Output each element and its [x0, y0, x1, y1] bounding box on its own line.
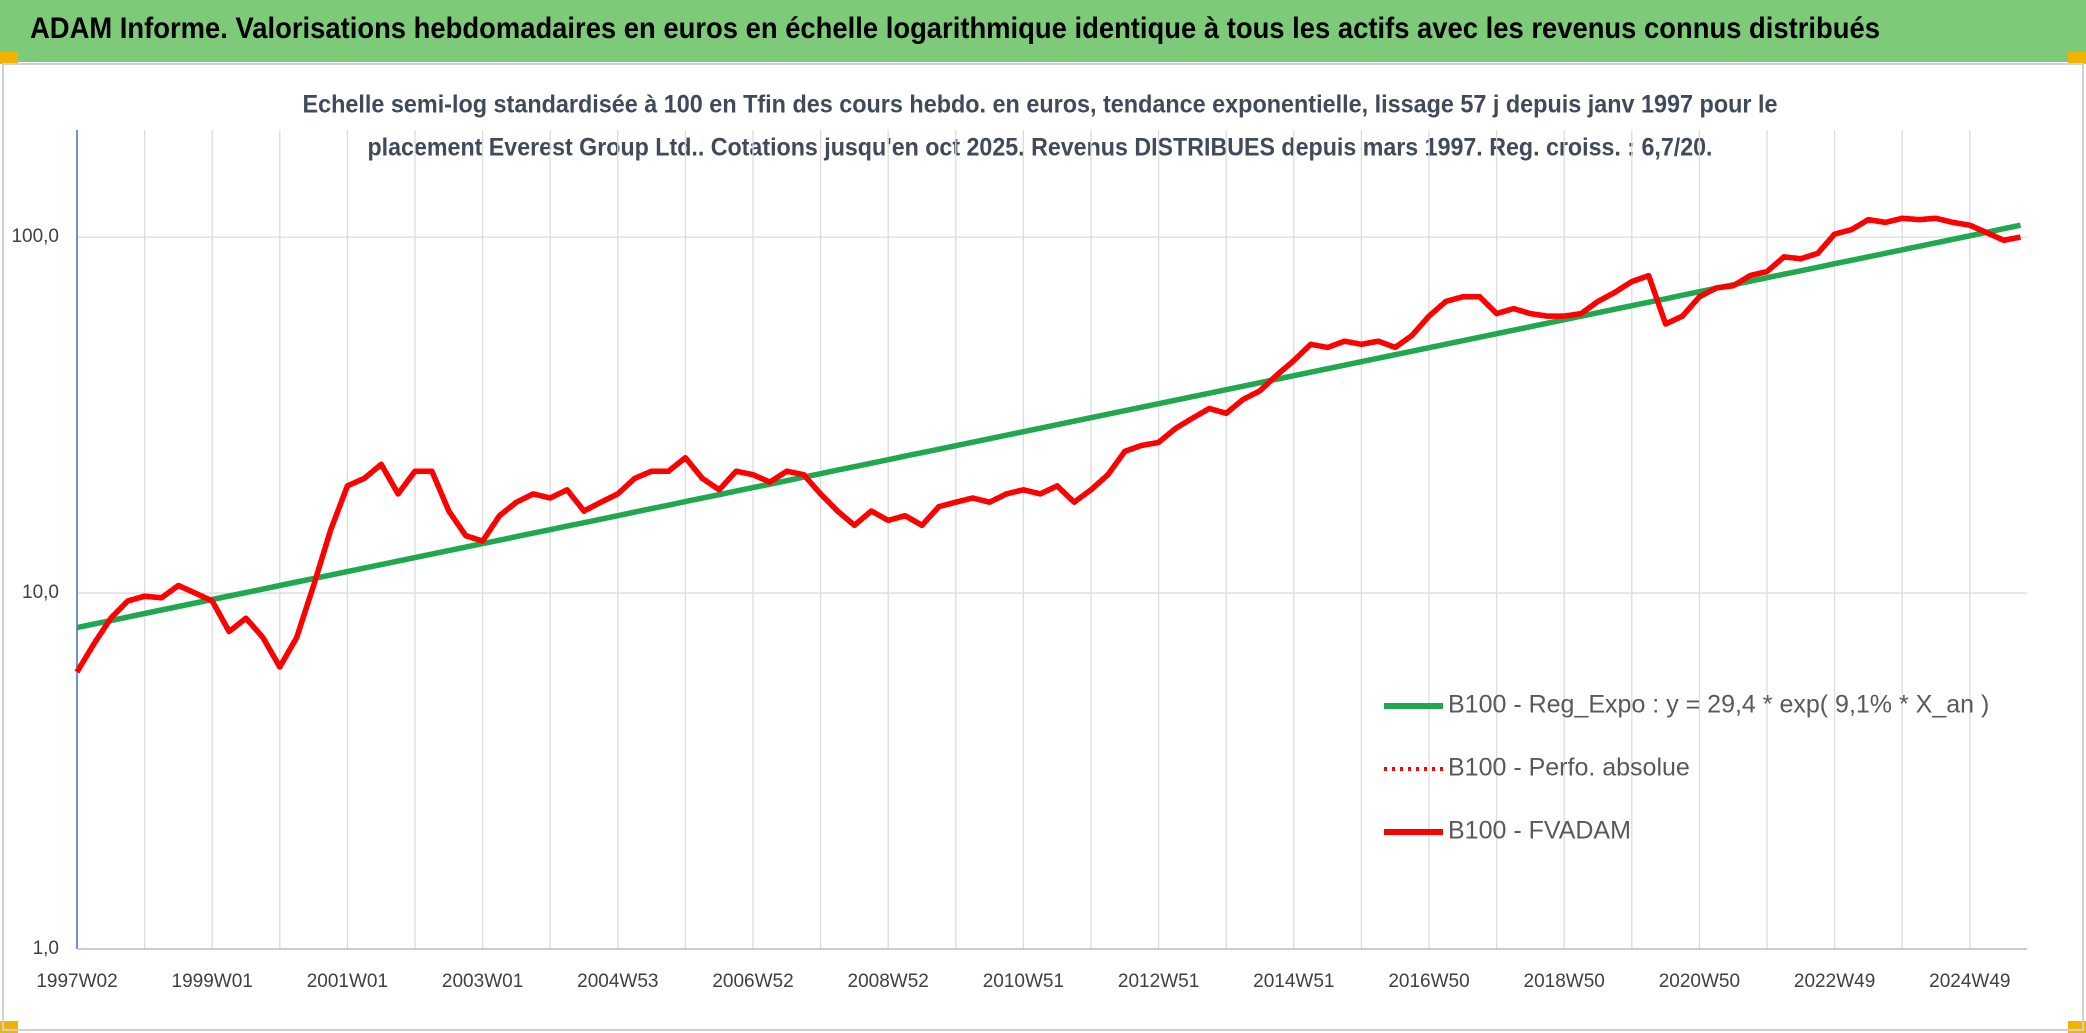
x-tick-label: 2004W53 — [577, 971, 658, 992]
x-tick-label: 1997W02 — [36, 971, 117, 992]
y-tick-label: 1,0 — [33, 938, 59, 959]
x-tick-label: 2012W51 — [1118, 971, 1199, 992]
subtitle: Echelle semi-log standardisée à 100 en T… — [303, 91, 1778, 119]
x-tick-label: 2018W50 — [1524, 971, 1605, 992]
legend-label: B100 - Reg_Expo : y = 29,4 * exp( 9,1% *… — [1448, 691, 1989, 719]
legend-label: B100 - Perfo. absolue — [1448, 754, 1690, 782]
subtitle: placement Everest Group Ltd.. Cotations … — [368, 134, 1713, 162]
corner — [2068, 52, 2086, 64]
series-line — [74, 215, 2022, 674]
corner — [0, 52, 18, 64]
x-tick-label: 2022W49 — [1794, 971, 1875, 992]
series-line — [76, 222, 2022, 631]
x-tick-label: 2010W51 — [983, 971, 1064, 992]
y-tick-label: 10,0 — [22, 582, 59, 603]
frame — [2, 63, 2084, 1031]
chart-title: ADAM Informe. Valorisations hebdomadaire… — [30, 12, 1880, 45]
x-tick-label: 2014W51 — [1253, 971, 1334, 992]
x-tick-label: 2001W01 — [307, 971, 388, 992]
x-tick-label: 2020W50 — [1659, 971, 1740, 992]
legend-label: B100 - FVADAM — [1448, 817, 1631, 845]
x-tick-label: 2006W52 — [712, 971, 793, 992]
title-bar — [0, 0, 2086, 62]
x-tick-label: 2024W49 — [1929, 971, 2010, 992]
x-tick-label: 2003W01 — [442, 971, 523, 992]
x-tick-label: 2008W52 — [848, 971, 929, 992]
x-tick-label: 1999W01 — [172, 971, 253, 992]
x-tick-label: 2016W50 — [1388, 971, 1469, 992]
y-tick-label: 100,0 — [11, 226, 59, 247]
